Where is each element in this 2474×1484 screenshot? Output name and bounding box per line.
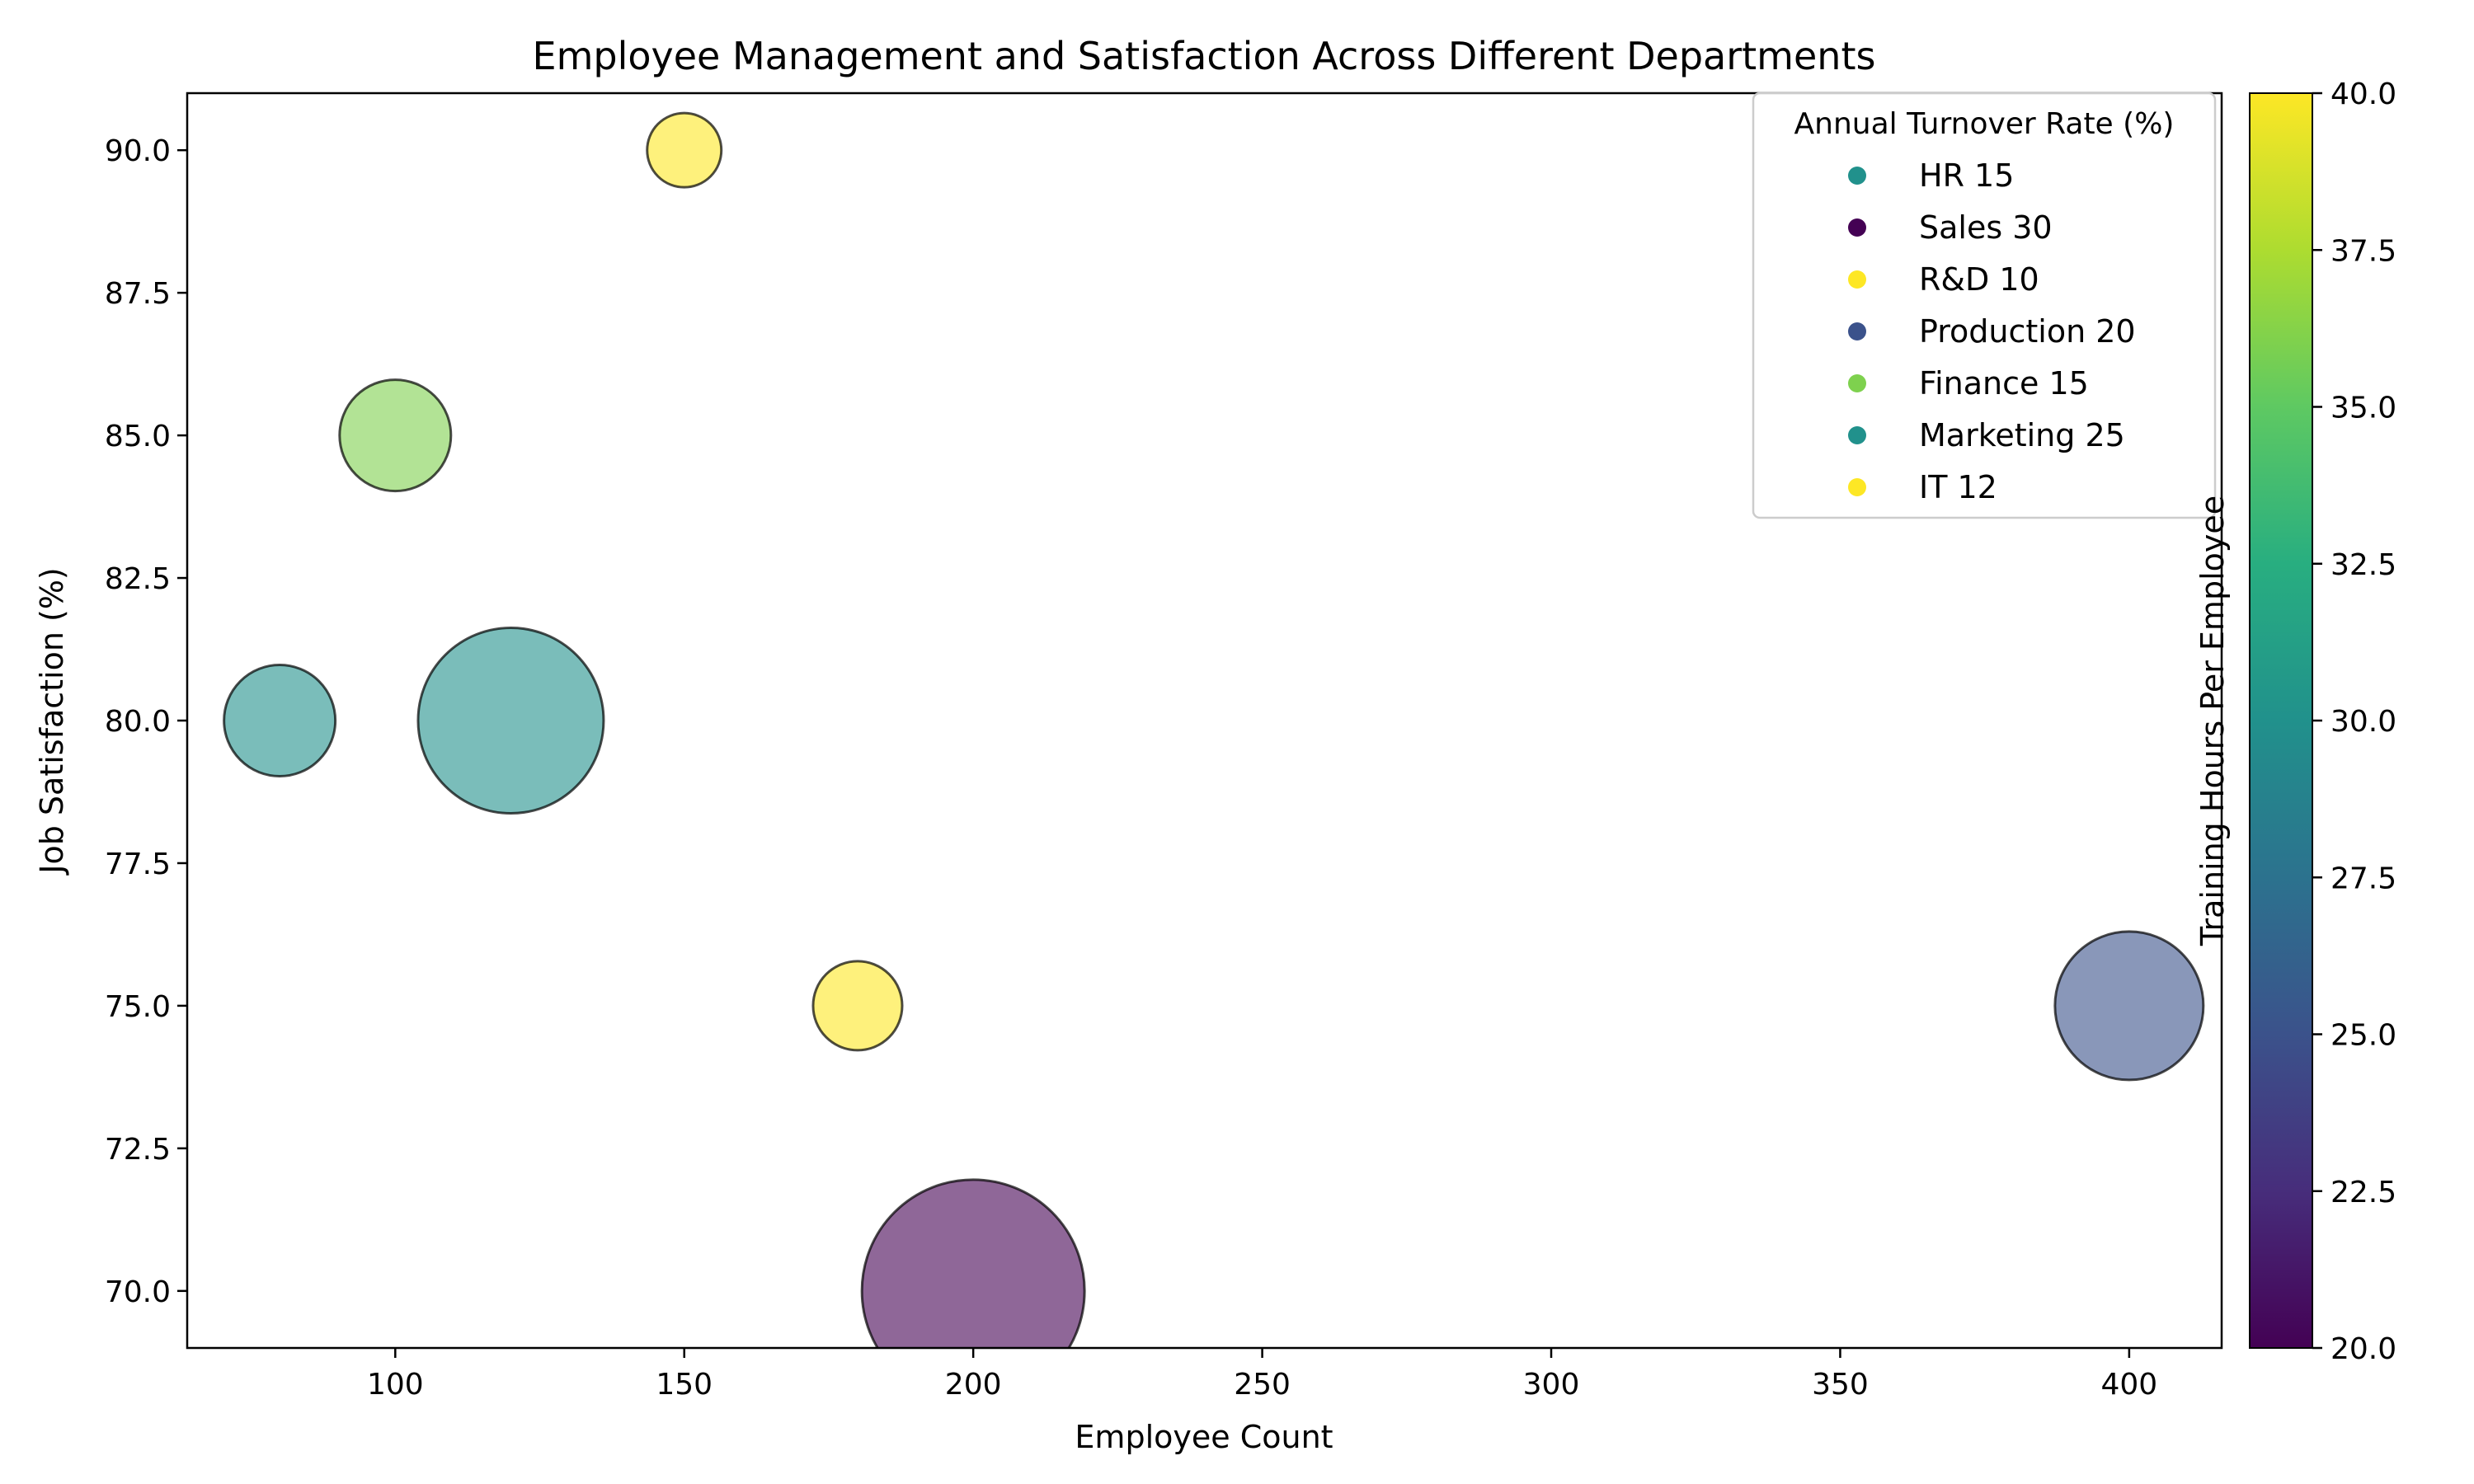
colorbar-label: Training Hours Per Employee <box>2194 495 2231 946</box>
y-tick-label: 82.5 <box>105 562 171 596</box>
legend-marker <box>1848 270 1866 289</box>
chart-title: Employee Management and Satisfaction Acr… <box>533 34 1876 78</box>
colorbar-tick-label: 20.0 <box>2331 1332 2396 1366</box>
legend-marker <box>1848 218 1866 237</box>
legend-marker <box>1848 167 1866 185</box>
x-tick-label: 200 <box>945 1368 1002 1402</box>
x-tick-label: 250 <box>1234 1368 1291 1402</box>
colorbar-tick-label: 35.0 <box>2331 392 2396 425</box>
legend-marker <box>1848 478 1866 496</box>
legend-label: HR 15 <box>1919 157 2014 194</box>
y-tick-label: 77.5 <box>105 848 171 881</box>
colorbar-ticks: 20.0 22.5 25.0 27.5 30.0 32.5 35.0 37.5 40.0 <box>2312 77 2396 1366</box>
x-tick-label: 100 <box>367 1368 424 1402</box>
y-axis-label: Job Satisfaction (%) <box>34 567 70 876</box>
bubble-finance <box>338 378 453 493</box>
bubble-hr <box>223 664 337 777</box>
x-tick-label: 400 <box>2101 1368 2158 1402</box>
y-tick-label: 85.0 <box>105 420 171 453</box>
legend-title: Annual Turnover Rate (%) <box>1794 107 2175 141</box>
colorbar-tick-label: 27.5 <box>2331 862 2396 895</box>
legend-label: Sales 30 <box>1919 209 2053 246</box>
y-tick-label: 75.0 <box>105 990 171 1024</box>
y-tick-label: 90.0 <box>105 134 171 168</box>
colorbar-tick-label: 40.0 <box>2331 77 2396 111</box>
x-axis-ticks: 100 150 200 250 300 350 400 <box>367 1348 2157 1402</box>
bubble-r-d <box>646 111 723 189</box>
x-tick-label: 300 <box>1523 1368 1580 1402</box>
y-tick-label: 80.0 <box>105 705 171 739</box>
colorbar-tick-label: 32.5 <box>2331 548 2396 582</box>
x-tick-label: 150 <box>656 1368 713 1402</box>
colorbar <box>2249 92 2313 1349</box>
bubble-sales <box>860 1178 1086 1348</box>
y-tick-label: 70.0 <box>105 1275 171 1309</box>
colorbar-tick-label: 37.5 <box>2331 234 2396 268</box>
legend-label: Marketing 25 <box>1919 417 2125 453</box>
x-tick-label: 350 <box>1812 1368 1869 1402</box>
legend-label: Production 20 <box>1919 313 2136 350</box>
legend-label: Finance 15 <box>1919 365 2089 402</box>
legend-label: R&D 10 <box>1919 261 2039 298</box>
legend-marker <box>1848 322 1866 340</box>
bubble-production <box>2053 930 2205 1082</box>
legend-marker <box>1848 426 1866 444</box>
legend-label: IT 12 <box>1919 469 1997 505</box>
colorbar-tick-label: 25.0 <box>2331 1019 2396 1053</box>
legend-frame <box>1752 92 2217 519</box>
colorbar-tick-label: 22.5 <box>2331 1176 2396 1209</box>
bubble-marketing <box>416 627 605 815</box>
bubble-it <box>811 960 904 1052</box>
colorbar-tick-label: 30.0 <box>2331 705 2396 739</box>
legend: Annual Turnover Rate (%) HR 15 Sales 30 R&… <box>1752 92 2217 519</box>
x-axis-label: Employee Count <box>1075 1419 1333 1455</box>
y-tick-label: 87.5 <box>105 277 171 311</box>
legend-marker <box>1848 374 1866 392</box>
bubble-layer <box>223 111 2205 1348</box>
y-axis-ticks: 70.0 72.5 75.0 77.5 80.0 82.5 85.0 87.5 90.0 <box>105 134 187 1309</box>
y-tick-label: 72.5 <box>105 1133 171 1167</box>
